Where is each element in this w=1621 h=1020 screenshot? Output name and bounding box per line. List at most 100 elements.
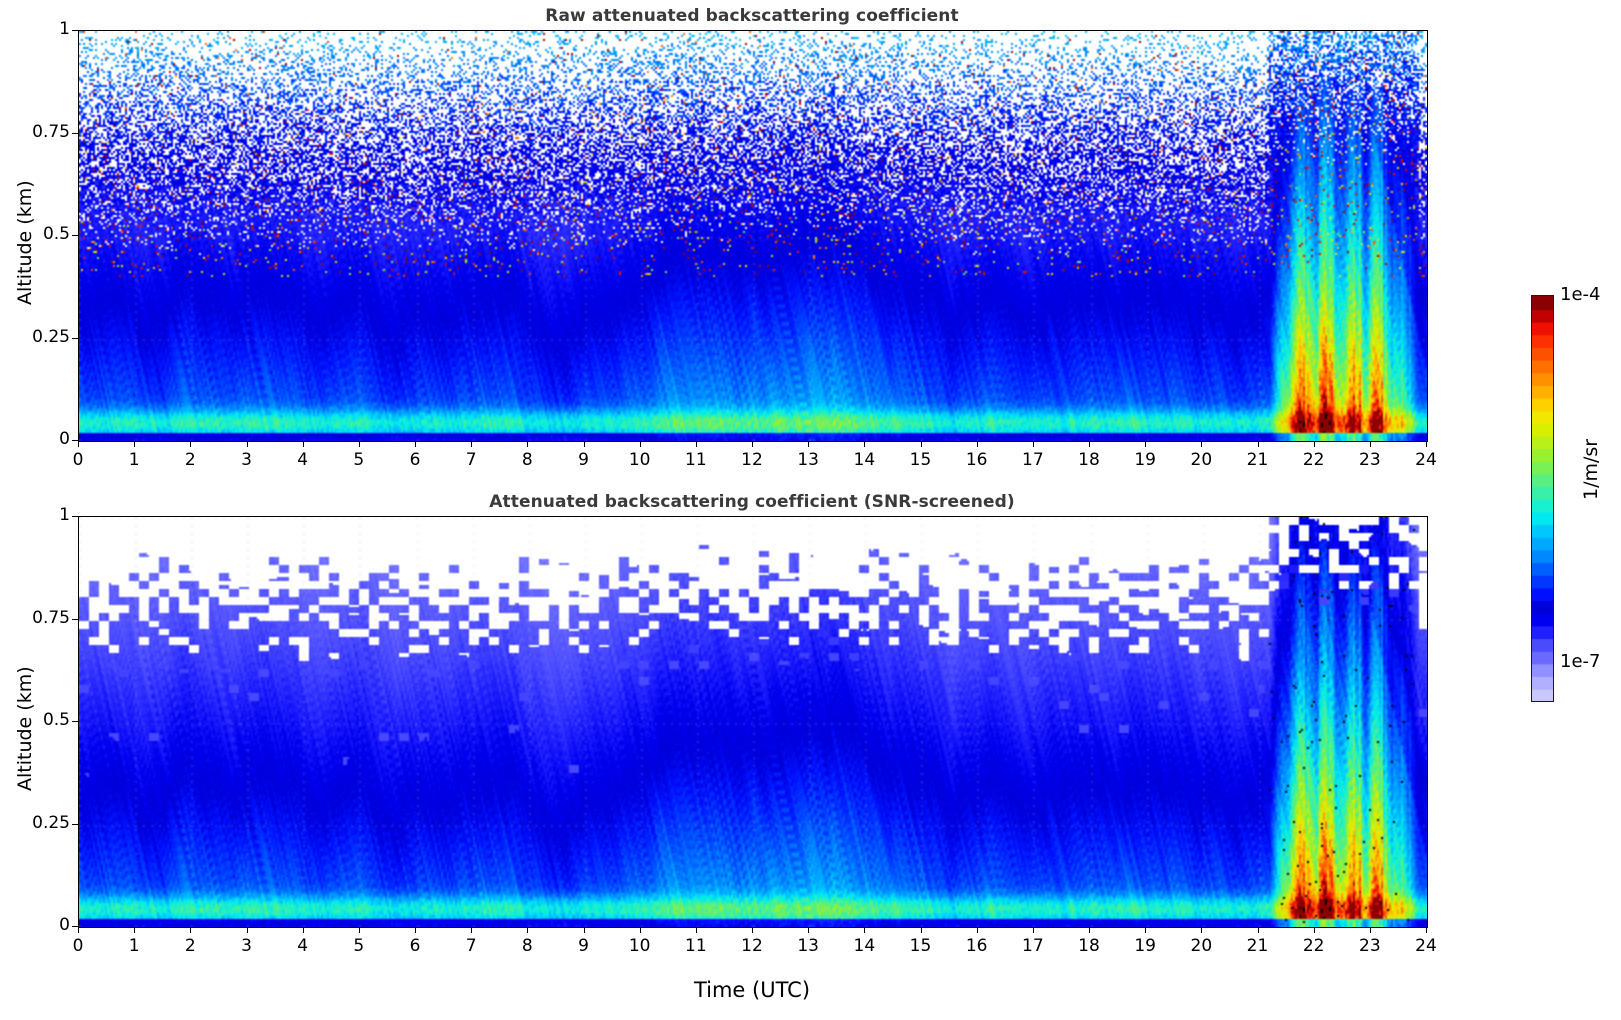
panel2-x-tick-mark xyxy=(247,927,248,933)
panel1-y-tick-label: 0.5 xyxy=(42,224,70,244)
panel2-x-tick-mark xyxy=(1145,927,1146,933)
panel1-x-tick-mark xyxy=(1201,441,1202,447)
panel2-x-tick-label: 22 xyxy=(1302,936,1325,956)
panel2-x-tick-mark xyxy=(359,927,360,933)
panel2-x-tick-mark xyxy=(1426,927,1427,933)
panel1-y-tick-label: 0 xyxy=(59,429,70,449)
panel1-x-tick-label: 19 xyxy=(1134,450,1156,470)
panel1-x-tick-mark xyxy=(864,441,865,447)
panel2-x-tick-label: 10 xyxy=(628,936,651,956)
panel1-x-tick-mark xyxy=(359,441,360,447)
panel2-x-tick-mark xyxy=(471,927,472,933)
panel1-x-tick-mark xyxy=(808,441,809,447)
panel2-x-tick-label: 24 xyxy=(1415,936,1437,956)
panel1-title: Raw attenuated backscattering coefficien… xyxy=(545,6,959,26)
panel2-x-tick-mark xyxy=(921,927,922,933)
panel2-x-tick-label: 17 xyxy=(1022,936,1044,956)
panel2-x-tick-label: 12 xyxy=(741,936,763,956)
panel2-x-tick-label: 9 xyxy=(578,936,589,956)
panel2-x-tick-mark xyxy=(527,927,528,933)
panel2-y-tick-label: 0.75 xyxy=(32,607,70,628)
panel2-x-tick-mark xyxy=(640,927,641,933)
colorbar-unit-label: 1/m/sr xyxy=(1580,438,1602,500)
panel2-x-tick-label: 15 xyxy=(909,936,932,956)
panel2-x-tick-mark xyxy=(1089,927,1090,933)
panel1-x-tick-label: 24 xyxy=(1415,450,1437,470)
panel1-x-tick-label: 12 xyxy=(741,450,763,470)
panel2-x-tick-mark xyxy=(584,927,585,933)
panel2-y-tick-label: 0.25 xyxy=(32,812,70,833)
panel1-x-tick-mark xyxy=(921,441,922,447)
panel2-x-tick-label: 2 xyxy=(184,936,196,956)
panel1-x-tick-label: 21 xyxy=(1246,450,1269,470)
panel1-x-tick-mark xyxy=(247,441,248,447)
panel1-x-tick-label: 15 xyxy=(909,450,932,470)
panel2-x-tick-label: 20 xyxy=(1190,936,1213,956)
panel1-x-tick-mark xyxy=(977,441,978,447)
panel1-x-tick-label: 4 xyxy=(297,450,309,470)
panel2-x-tick-label: 4 xyxy=(297,936,309,956)
panel1-x-tick-mark xyxy=(415,441,416,447)
panel2-x-tick-mark xyxy=(134,927,135,933)
panel2-x-tick-label: 14 xyxy=(853,936,876,956)
panel1-y-tick-mark xyxy=(72,30,78,31)
panel1-x-tick-mark xyxy=(78,441,79,447)
panel2-x-tick-mark xyxy=(1033,927,1034,933)
panel2-x-tick-mark xyxy=(1370,927,1371,933)
panel2-x-tick-mark xyxy=(977,927,978,933)
panel1-x-tick-label: 18 xyxy=(1078,450,1100,470)
panel1-y-tick-mark xyxy=(72,338,78,339)
x-axis-label: Time (UTC) xyxy=(693,978,811,1002)
panel2-y-tick-mark xyxy=(72,619,78,620)
panel2-x-tick-mark xyxy=(752,927,753,933)
panel2-y-tick-label: 0.5 xyxy=(42,710,70,730)
panel2-x-tick-label: 16 xyxy=(965,936,988,956)
panel1-x-tick-mark xyxy=(1033,441,1034,447)
panel2-x-tick-label: 21 xyxy=(1246,936,1269,956)
panel1-x-tick-mark xyxy=(527,441,528,447)
panel1-x-tick-mark xyxy=(190,441,191,447)
panel1-x-tick-mark xyxy=(1426,441,1427,447)
panel1-x-tick-label: 13 xyxy=(797,450,819,470)
panel1-x-tick-label: 10 xyxy=(628,450,651,470)
panel1-y-tick-mark xyxy=(72,440,78,441)
panel2-x-tick-mark xyxy=(415,927,416,933)
panel1-x-tick-label: 11 xyxy=(685,450,707,470)
colorbar-min-label: 1e-7 xyxy=(1560,651,1601,672)
panel2-y-tick-label: 1 xyxy=(59,505,70,525)
panel2-x-tick-mark xyxy=(1258,927,1259,933)
panel2-x-tick-mark xyxy=(1201,927,1202,933)
panel2-plot-area xyxy=(78,516,1428,928)
panel1-x-tick-mark xyxy=(696,441,697,447)
panel1-x-tick-mark xyxy=(134,441,135,447)
panel2-y-tick-mark xyxy=(72,516,78,517)
panel2-x-tick-mark xyxy=(808,927,809,933)
panel2-x-tick-label: 6 xyxy=(409,936,421,956)
panel2-x-tick-label: 7 xyxy=(465,936,477,956)
panel1-x-tick-mark xyxy=(1370,441,1371,447)
panel2-x-tick-mark xyxy=(1314,927,1315,933)
panel2-x-tick-mark xyxy=(696,927,697,933)
panel2-x-tick-mark xyxy=(864,927,865,933)
panel2-x-tick-mark xyxy=(303,927,304,933)
panel2-x-tick-label: 3 xyxy=(241,936,252,956)
panel1-x-tick-label: 5 xyxy=(353,450,365,470)
panel1-x-tick-mark xyxy=(303,441,304,447)
panel1-x-tick-mark xyxy=(640,441,641,447)
panel1-plot-area xyxy=(78,30,1428,442)
panel2-x-tick-label: 0 xyxy=(72,936,84,956)
panel1-y-tick-label: 0.25 xyxy=(32,326,70,347)
panel1-x-tick-label: 1 xyxy=(128,450,140,470)
panel1-y-tick-mark xyxy=(72,133,78,134)
panel1-x-tick-mark xyxy=(1314,441,1315,447)
panel2-x-tick-label: 11 xyxy=(685,936,707,956)
panel1-x-tick-mark xyxy=(471,441,472,447)
panel1-x-tick-label: 2 xyxy=(184,450,196,470)
panel2-x-tick-label: 13 xyxy=(797,936,819,956)
panel1-y-tick-label: 0.75 xyxy=(32,121,70,142)
panel2-y-tick-label: 0 xyxy=(59,915,70,935)
panel2-x-tick-mark xyxy=(78,927,79,933)
colorbar-max-label: 1e-4 xyxy=(1560,284,1601,305)
panel1-x-tick-label: 22 xyxy=(1302,450,1325,470)
panel1-y-tick-label: 1 xyxy=(59,19,70,39)
